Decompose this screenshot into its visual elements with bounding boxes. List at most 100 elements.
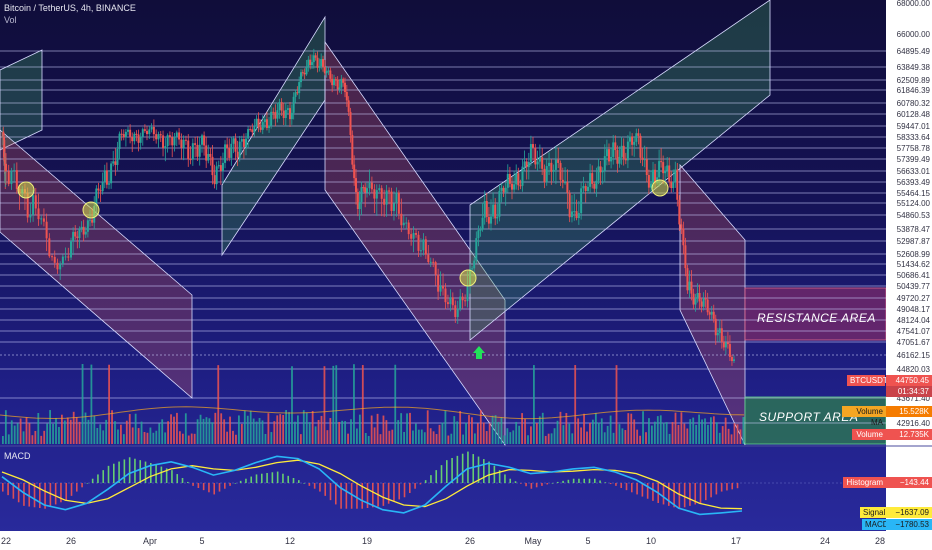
candle-body xyxy=(519,185,522,187)
candle-body xyxy=(732,359,735,361)
candle-body xyxy=(349,111,352,135)
volume-bar xyxy=(707,424,709,444)
volume-bar xyxy=(297,415,299,444)
candle-body xyxy=(437,274,440,292)
volume-bar xyxy=(220,413,223,444)
volume-bar xyxy=(93,415,96,444)
macd-histogram-bar xyxy=(467,451,469,483)
macd-histogram-bar xyxy=(599,480,601,483)
candle-body xyxy=(464,300,467,302)
volume-bar xyxy=(574,365,577,444)
candle-body xyxy=(53,256,56,263)
macd-histogram-bar xyxy=(572,478,575,483)
candle-body xyxy=(593,183,596,189)
volume-bar xyxy=(450,433,453,444)
candle-body xyxy=(67,256,70,258)
candle-body xyxy=(626,141,629,161)
candle-body xyxy=(327,70,330,72)
volume-bar xyxy=(394,364,397,444)
price-axis-label: 47541.07 xyxy=(896,327,930,336)
candle-body xyxy=(108,183,110,185)
candle-body xyxy=(146,130,148,135)
volume-bar xyxy=(583,413,585,444)
channel-up-2 xyxy=(221,15,326,257)
candle-body xyxy=(300,72,302,83)
candle-body xyxy=(589,173,592,187)
price-axis-label: 50439.77 xyxy=(896,282,930,291)
macd-histogram-bar xyxy=(181,478,184,483)
candle-body xyxy=(139,136,142,143)
candle-body xyxy=(180,139,183,148)
candle-body xyxy=(395,192,398,204)
macd-histogram-bar xyxy=(197,483,200,488)
volume-bar xyxy=(267,413,270,444)
candle-body xyxy=(427,254,430,263)
volume-bar xyxy=(553,428,556,444)
price-axis-label: 49720.27 xyxy=(896,294,930,303)
volume-bar xyxy=(320,415,323,444)
candle-body xyxy=(422,239,425,251)
candle-body xyxy=(209,153,212,157)
candle-body xyxy=(189,159,192,161)
candle-body xyxy=(307,59,310,68)
macd-histogram-bar xyxy=(673,483,675,508)
volume-bar xyxy=(718,432,721,444)
macd-histogram-bar xyxy=(731,483,734,490)
candle-body xyxy=(696,293,699,299)
macd-histogram-bar xyxy=(118,461,120,483)
volume-bar xyxy=(568,423,571,444)
macd-histogram-bar xyxy=(456,455,459,483)
price-axis-label: 60128.48 xyxy=(896,110,930,119)
volume-bar xyxy=(288,412,290,444)
candle-body xyxy=(155,134,158,140)
macd-histogram-bar xyxy=(509,478,512,483)
price-axis-label: 55464.15 xyxy=(896,189,930,198)
macd-histogram-bar xyxy=(2,483,4,492)
candle-body xyxy=(385,190,388,205)
volume-indicator-label: Vol xyxy=(4,15,17,25)
volume-bar xyxy=(512,430,515,444)
macd-histogram-bar xyxy=(414,483,416,489)
macd-histogram-bar xyxy=(165,468,168,483)
candle-body xyxy=(101,182,104,192)
volume-bar xyxy=(639,435,641,444)
volume-bar xyxy=(459,411,462,444)
price-axis-label: 48124.04 xyxy=(896,316,930,325)
time-axis-label: 28 xyxy=(875,536,885,546)
candle-body xyxy=(191,143,194,160)
candle-body xyxy=(434,262,437,275)
candle-body xyxy=(392,203,395,211)
volume-bar xyxy=(7,434,10,444)
volume-bar xyxy=(13,425,16,444)
price-axis-label: 59447.01 xyxy=(896,122,930,131)
time-axis-label: Apr xyxy=(143,536,157,546)
candle-body xyxy=(338,87,341,90)
volume-bar xyxy=(577,418,580,444)
candle-body xyxy=(282,110,285,119)
volume-bar xyxy=(140,421,143,444)
macd-histogram-bar xyxy=(387,483,390,504)
candle-body xyxy=(712,311,715,319)
candle-body xyxy=(80,226,83,229)
macd-histogram-bar xyxy=(229,483,231,486)
price-axis-label: 60780.32 xyxy=(896,99,930,108)
macd-histogram-bar xyxy=(255,474,258,483)
candle-body xyxy=(7,171,10,185)
macd-histogram-bar xyxy=(678,483,681,509)
candle-body xyxy=(692,293,695,305)
candle-body xyxy=(347,100,350,112)
candle-body xyxy=(573,211,576,213)
candle-body xyxy=(698,293,701,302)
volume-bar xyxy=(656,416,659,444)
candle-body xyxy=(459,296,462,309)
candle-body xyxy=(84,231,87,235)
candle-body xyxy=(461,296,464,301)
volume-bar xyxy=(323,366,326,444)
volume-bar xyxy=(624,430,627,444)
candle-body xyxy=(550,162,553,172)
candle-body xyxy=(368,182,371,189)
candle-body xyxy=(513,184,516,190)
time-axis-label: 12 xyxy=(285,536,295,546)
candle-body xyxy=(529,144,532,162)
